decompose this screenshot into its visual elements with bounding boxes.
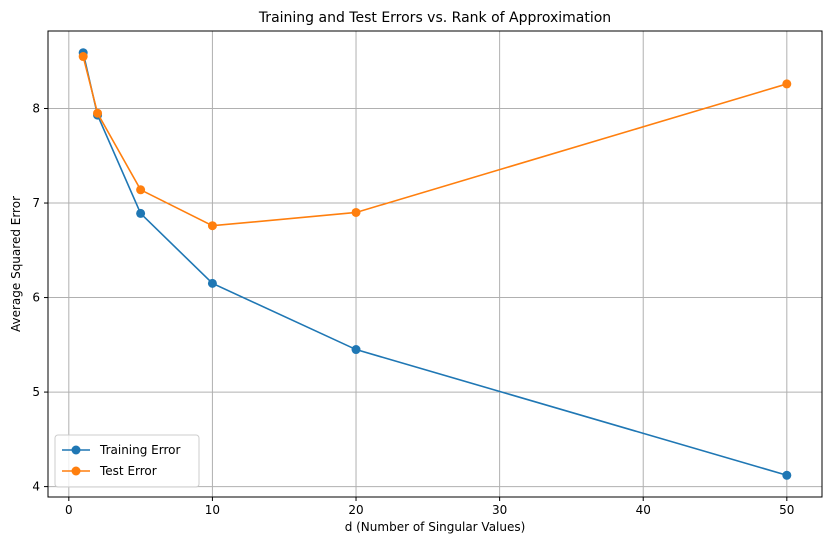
x-tick-label: 0: [65, 503, 73, 517]
x-tick-label: 30: [492, 503, 507, 517]
y-tick-label: 6: [32, 291, 40, 305]
data-point-test-error: [207, 221, 217, 231]
data-point-test-error: [136, 185, 146, 195]
x-tick-label: 50: [779, 503, 794, 517]
y-tick-label: 4: [32, 480, 40, 494]
legend-label-training-error: Training Error: [99, 443, 180, 457]
chart-title: Training and Test Errors vs. Rank of App…: [258, 10, 611, 26]
data-point-test-error: [93, 108, 103, 118]
y-axis-ticks: 4 5 6 7 8: [32, 102, 48, 494]
legend-marker-training-error: [71, 445, 81, 455]
data-point-test-error: [78, 52, 88, 62]
legend-box: [54, 434, 200, 488]
y-axis-label: Average Squared Error: [9, 196, 23, 332]
series-line-test-error: [82, 56, 788, 227]
legend: Training Error Test Error: [54, 434, 200, 488]
x-tick-label: 10: [205, 503, 220, 517]
data-point-test-error: [351, 207, 361, 217]
x-axis-ticks: 0 10 20 30 40 50: [65, 497, 794, 517]
x-axis-label: d (Number of Singular Values): [345, 520, 526, 534]
x-tick-label: 20: [348, 503, 363, 517]
data-point-training-error: [782, 470, 792, 480]
legend-marker-test-error: [71, 466, 81, 476]
data-point-training-error: [207, 278, 217, 288]
legend-label-test-error: Test Error: [99, 464, 157, 478]
grid-lines: [48, 31, 822, 497]
data-point-training-error: [136, 208, 146, 218]
plot-frame: [47, 30, 823, 498]
data-point-training-error: [351, 345, 361, 355]
series-layer: [78, 48, 792, 480]
data-point-test-error: [782, 79, 792, 89]
x-tick-label: 40: [636, 503, 651, 517]
y-tick-label: 7: [32, 196, 40, 210]
y-tick-label: 5: [32, 385, 40, 399]
y-tick-label: 8: [32, 102, 40, 116]
